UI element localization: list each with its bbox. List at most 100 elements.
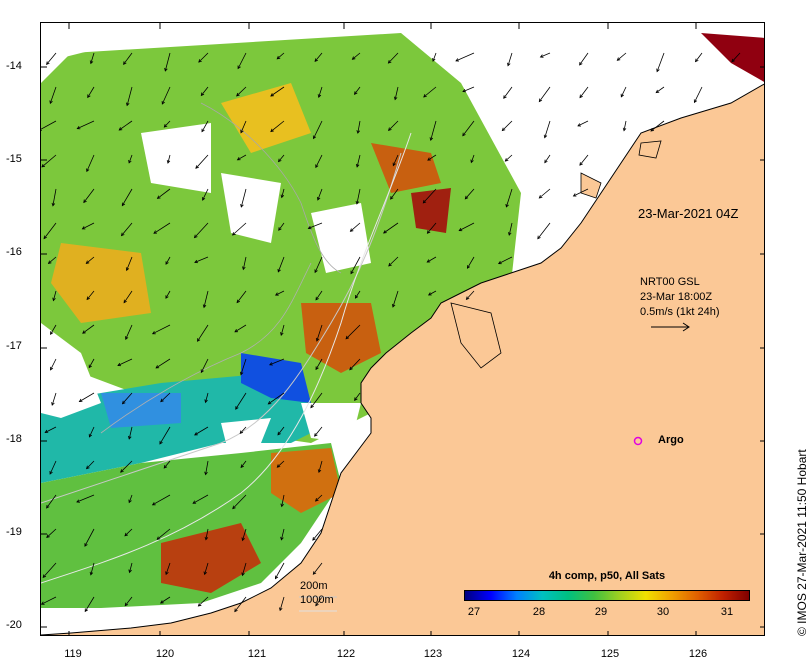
current-vector-head [278,227,282,231]
argo-float-marker[interactable] [633,436,643,446]
current-vector [502,120,513,131]
current-vector [356,154,361,167]
current-vector-head [123,299,127,304]
current-vector [165,290,171,299]
current-vector [236,290,247,303]
current-vector [270,120,285,132]
current-vector-head [204,399,208,404]
current-vector [51,392,57,406]
current-vector-head [543,134,548,139]
current-vector [195,154,209,169]
current-vector-head [235,406,239,410]
current-vector-head [656,68,660,73]
current-vector [277,460,285,468]
current-vector [237,52,247,69]
current-vector [538,86,551,102]
current-vector-head [76,499,80,503]
current-vector [313,120,323,139]
current-vector-head [537,235,541,240]
current-vector [617,52,627,61]
current-vector [503,86,513,99]
current-vector [573,188,589,197]
depth-legend-200: 200m [300,580,328,592]
current-vector [276,52,285,60]
current-vector-head [505,203,509,208]
current-vector [124,596,133,606]
colorbar-tick: 30 [656,606,670,618]
current-vector-head [164,67,168,72]
current-vector-head [87,94,91,99]
current-vector-head [314,269,318,274]
current-vector [507,52,513,66]
current-vector [192,494,209,504]
current-vector-head [202,197,206,201]
current-vector [357,120,361,134]
current-vector-head [42,574,47,579]
current-vector [459,222,475,231]
current-vector [90,52,95,64]
current-vector-head [616,57,621,61]
current-vector [350,222,361,232]
current-vector [194,426,209,436]
lat-label: -18 [6,433,22,445]
colorbar [464,590,750,601]
current-vector-head [382,230,387,234]
current-vector-head [124,602,129,607]
current-vector-head [240,129,244,134]
current-vector [123,290,133,303]
current-vector-head [159,600,164,604]
current-vector-head [76,125,81,130]
current-vector [205,528,209,540]
current-vector-head [49,100,53,105]
current-vector-head [315,366,319,371]
current-vector-head [160,398,164,403]
current-vector-head [390,196,394,200]
current-vector-head [121,202,126,207]
current-vector-head [579,61,583,66]
current-scale-arrow [651,322,690,332]
current-vector [269,358,285,366]
current-vector [280,324,285,336]
current-vector-head [270,128,274,133]
current-vector-head [351,56,356,60]
current-vector-head [310,404,314,409]
current-vector [163,460,171,469]
lat-label: -15 [6,153,22,165]
sst-blue-2 [101,393,181,428]
current-vector-head [202,304,207,309]
current-vector-head [349,228,354,232]
current-vector-head [280,194,285,199]
current-vector-head [156,536,161,540]
current-vector [159,426,171,445]
current-vector [314,52,323,62]
sst-map[interactable] [40,22,765,636]
current-vector [270,86,285,97]
current-vector [50,324,57,335]
current-vector [314,426,323,437]
current-vector-head [151,502,156,506]
current-vector [540,52,551,58]
current-vector-head [166,160,171,164]
current-vector [650,120,665,132]
current-vector-head [267,401,272,405]
current-vector-head [315,296,319,301]
current-vector-head [579,94,583,99]
sst-hot-ne [701,33,764,82]
current-vector-head [350,270,354,275]
current-vector [164,52,171,72]
current-vector [84,528,95,547]
current-vector [314,256,323,273]
current-vector [194,222,209,238]
sst-hot-3 [161,523,261,593]
current-vector [466,290,475,300]
current-vector-head [126,102,130,107]
current-vector-head [466,265,471,269]
current-vector [278,154,285,162]
current-vector-head [128,569,132,574]
current-vector-head [507,62,511,67]
current-vector-head [234,329,239,333]
current-vector [465,188,475,200]
current-vector-head [163,465,168,469]
current-legend-line1: NRT00 GSL [640,276,700,288]
current-vector-head [84,543,88,547]
